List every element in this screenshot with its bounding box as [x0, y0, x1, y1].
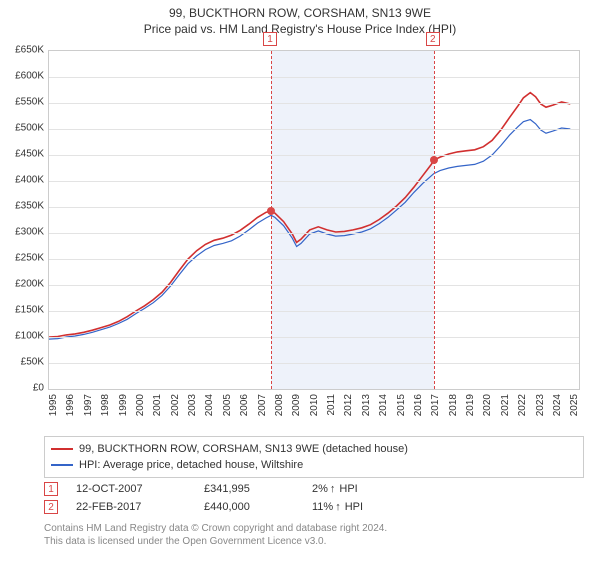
footnote-line: This data is licensed under the Open Gov…	[44, 535, 584, 548]
y-tick-label: £100K	[2, 331, 44, 342]
event-date: 22-FEB-2017	[76, 501, 186, 513]
y-tick-label: £150K	[2, 305, 44, 316]
chart-svg	[49, 51, 579, 389]
gridline	[49, 103, 579, 104]
event-dot	[267, 207, 275, 215]
event-vline	[434, 51, 435, 389]
y-tick-label: £300K	[2, 227, 44, 238]
y-tick-label: £200K	[2, 279, 44, 290]
x-tick-label: 2025	[569, 394, 600, 416]
event-marker: 1	[263, 32, 277, 46]
legend-box: 99, BUCKTHORN ROW, CORSHAM, SN13 9WE (de…	[44, 436, 584, 478]
event-marker: 2	[426, 32, 440, 46]
gridline	[49, 285, 579, 286]
gridline	[49, 311, 579, 312]
legend-label: 99, BUCKTHORN ROW, CORSHAM, SN13 9WE (de…	[79, 443, 408, 455]
event-date: 12-OCT-2007	[76, 483, 186, 495]
gridline	[49, 155, 579, 156]
y-tick-label: £600K	[2, 71, 44, 82]
legend-row: HPI: Average price, detached house, Wilt…	[51, 457, 577, 473]
y-tick-label: £650K	[2, 45, 44, 56]
gridline	[49, 181, 579, 182]
event-marker: 1	[44, 482, 58, 496]
y-tick-label: £50K	[2, 357, 44, 368]
event-row: 1 12-OCT-2007 £341,995 2%HPI	[44, 480, 584, 498]
page-title: 99, BUCKTHORN ROW, CORSHAM, SN13 9WE	[0, 6, 600, 20]
event-marker: 2	[44, 500, 58, 514]
legend-swatch	[51, 464, 73, 466]
legend-swatch	[51, 448, 73, 450]
footnote-line: Contains HM Land Registry data © Crown c…	[44, 522, 584, 535]
y-tick-label: £400K	[2, 175, 44, 186]
event-vline	[271, 51, 272, 389]
event-table: 1 12-OCT-2007 £341,995 2%HPI 2 22-FEB-2017 £44…	[44, 480, 584, 516]
y-tick-label: £500K	[2, 123, 44, 134]
page-subtitle: Price paid vs. HM Land Registry's House …	[0, 22, 600, 36]
gridline	[49, 129, 579, 130]
gridline	[49, 259, 579, 260]
y-tick-label: £250K	[2, 253, 44, 264]
event-row: 2 22-FEB-2017 £440,000 11%HPI	[44, 498, 584, 516]
y-tick-label: £0	[2, 383, 44, 394]
gridline	[49, 77, 579, 78]
y-tick-label: £450K	[2, 149, 44, 160]
footnote: Contains HM Land Registry data © Crown c…	[44, 522, 584, 548]
plot-area	[48, 50, 580, 390]
event-price: £341,995	[204, 483, 294, 495]
gridline	[49, 337, 579, 338]
gridline	[49, 207, 579, 208]
y-tick-label: £350K	[2, 201, 44, 212]
price-chart: £0 £50K £100K £150K £200K £250K £300K £350K £400…	[0, 50, 600, 430]
gridline	[49, 233, 579, 234]
event-dot	[430, 156, 438, 164]
event-pct: 2%HPI	[312, 483, 432, 495]
gridline	[49, 363, 579, 364]
legend-row: 99, BUCKTHORN ROW, CORSHAM, SN13 9WE (de…	[51, 441, 577, 457]
legend-label: HPI: Average price, detached house, Wilt…	[79, 459, 303, 471]
event-pct: 11%HPI	[312, 501, 432, 513]
y-tick-label: £550K	[2, 97, 44, 108]
event-price: £440,000	[204, 501, 294, 513]
